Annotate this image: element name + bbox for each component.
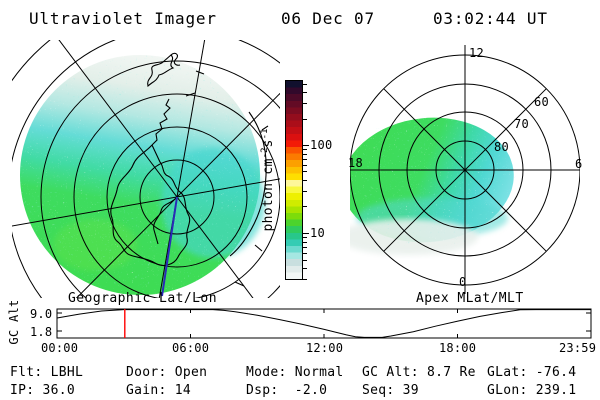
- status-seq: Seq: 39: [362, 383, 419, 398]
- mlat-label-80: 80: [494, 140, 510, 154]
- title-time: 03:02:44 UT: [433, 9, 548, 28]
- geographic-polar-plot: [12, 40, 280, 298]
- orbit-altitude-curve: [56, 309, 591, 338]
- left-plot-title: Geographic Lat/Lon: [68, 291, 217, 306]
- coastline-map: [110, 52, 269, 287]
- colorbar-units-base: photon cm: [261, 158, 277, 232]
- colorbar-units-exp2: -1: [259, 128, 270, 140]
- timeline-ticks: [57, 309, 591, 338]
- right-plot-title: Apex MLat/MLT: [416, 291, 524, 306]
- title-instrument: Ultraviolet Imager: [29, 9, 217, 28]
- mlt-label-18: 18: [348, 156, 364, 170]
- apex-grid: [350, 45, 580, 294]
- ytick-1-8: 1.8: [30, 325, 53, 339]
- colorbar-tick-label-100: 100: [310, 138, 333, 152]
- timeline-y-axis-label: GC Alt: [7, 299, 21, 345]
- ytick-9: 9.0: [30, 307, 53, 321]
- mlat-label-70: 70: [514, 117, 530, 131]
- status-door: Door: Open: [126, 365, 208, 380]
- colorbar-units-label: photon cm-2s-1: [259, 128, 277, 232]
- mlt-label-0: 0: [459, 275, 467, 289]
- xtick-0600: 06:00: [172, 341, 210, 355]
- mlt-label-12: 12: [469, 46, 485, 60]
- colorbar-units-s: s: [261, 139, 277, 148]
- apex-polar-plot: [350, 45, 580, 294]
- orbit-timeline-plot: [56, 308, 592, 339]
- status-gain: Gain: 14: [126, 383, 192, 398]
- uvi-image-blob-apex: [350, 116, 516, 255]
- xtick-1800: 18:00: [439, 341, 477, 355]
- status-glon: GLon: 239.1: [487, 383, 577, 398]
- uvi-image-blob-geo: [20, 55, 265, 295]
- xtick-1200: 12:00: [306, 341, 344, 355]
- mlat-label-60: 60: [534, 95, 550, 109]
- status-gc-alt: GC Alt: 8.7 Re: [362, 365, 476, 380]
- colorbar-units-exp1: -2: [259, 147, 270, 159]
- xtick-2359: 23:59: [559, 341, 597, 355]
- status-filter: Flt: LBHL: [10, 365, 84, 380]
- colorbar-tick-label-10: 10: [310, 226, 326, 240]
- status-ip: IP: 36.0: [10, 383, 76, 398]
- xtick-0000: 00:00: [41, 341, 79, 355]
- colorbar: [285, 80, 303, 280]
- status-glat: GLat: -76.4: [487, 365, 577, 380]
- satellite-track-line: [161, 196, 178, 297]
- status-dsp: Dsp: -2.0: [246, 383, 328, 398]
- mlt-label-6: 6: [575, 157, 583, 171]
- title-date: 06 Dec 07: [281, 9, 375, 28]
- colorbar-ticks: [303, 80, 311, 281]
- status-mode: Mode: Normal: [246, 365, 344, 380]
